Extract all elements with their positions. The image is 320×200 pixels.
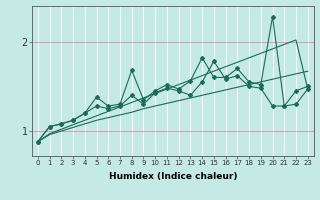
X-axis label: Humidex (Indice chaleur): Humidex (Indice chaleur): [108, 172, 237, 181]
